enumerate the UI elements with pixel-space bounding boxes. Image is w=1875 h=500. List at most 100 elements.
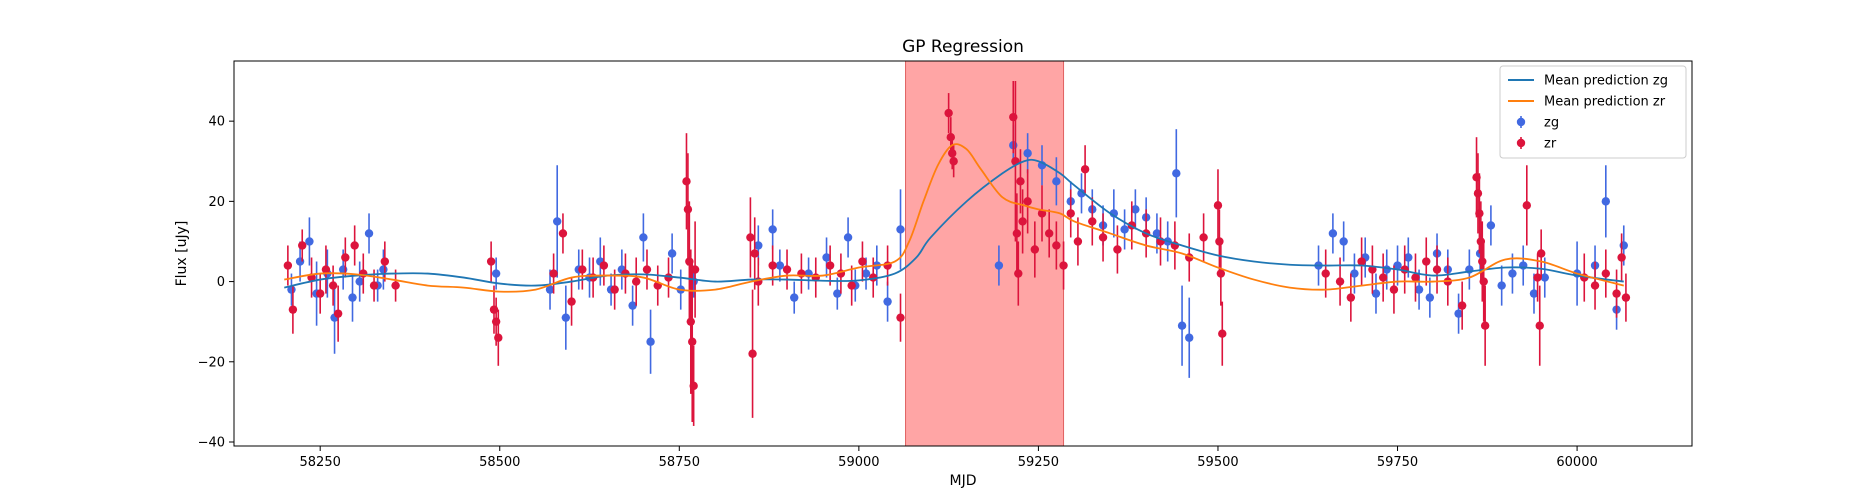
- data-point: [683, 205, 693, 214]
- highlight-band: [905, 60, 1065, 447]
- data-point: [843, 233, 853, 242]
- data-point: [1052, 241, 1061, 250]
- data-point: [1321, 269, 1330, 278]
- data-point: [283, 261, 293, 270]
- data-point: [1152, 229, 1162, 238]
- data-point: [628, 301, 637, 310]
- data-point: [1478, 257, 1487, 266]
- data-point: [1432, 265, 1442, 274]
- data-point: [379, 265, 388, 274]
- x-tick-label: 59000: [838, 455, 879, 470]
- data-point: [1077, 189, 1086, 198]
- series-mean-prediction-zg: [284, 158, 1624, 289]
- data-point: [321, 265, 331, 274]
- data-point: [896, 313, 905, 322]
- data-point: [348, 293, 357, 302]
- data-point: [1216, 269, 1226, 278]
- data-point: [1109, 209, 1119, 218]
- data-point: [1120, 225, 1129, 234]
- data-point: [688, 337, 697, 346]
- data-point: [1457, 301, 1467, 310]
- data-point: [1414, 285, 1424, 294]
- data-point: [1422, 257, 1431, 266]
- data-point: [1533, 273, 1542, 282]
- data-point: [1601, 197, 1611, 206]
- data-point: [858, 257, 867, 266]
- data-point: [1014, 269, 1023, 278]
- series-line: [284, 143, 1624, 293]
- data-point: [667, 249, 677, 258]
- data-point: [946, 132, 955, 142]
- data-point: [369, 281, 379, 290]
- plot-frame: [233, 60, 1693, 447]
- data-point: [1371, 289, 1381, 298]
- data-point: [1016, 177, 1025, 186]
- data-point: [1535, 321, 1544, 330]
- legend-entry: zr: [1516, 137, 1557, 152]
- data-point: [610, 285, 619, 294]
- data-point: [1098, 233, 1108, 242]
- data-point: [768, 261, 777, 270]
- data-point: [833, 289, 842, 298]
- data-point: [775, 261, 785, 270]
- data-point: [1113, 245, 1122, 254]
- data-point: [1131, 205, 1140, 214]
- legend-label: Mean prediction zg: [1544, 74, 1668, 89]
- data-point: [646, 337, 655, 346]
- legend-swatch-marker: [1516, 117, 1526, 127]
- data-point: [1018, 217, 1027, 226]
- data-point: [1023, 197, 1032, 206]
- legend-entry: Mean prediction zg: [1508, 74, 1668, 89]
- data-point: [1378, 273, 1388, 282]
- data-point: [686, 317, 695, 326]
- y-axis: −40 −20 0 20 40: [198, 115, 234, 450]
- data-point: [690, 265, 700, 274]
- data-point: [642, 265, 652, 274]
- data-point: [364, 229, 374, 238]
- data-point: [896, 225, 905, 234]
- data-point: [1044, 229, 1054, 238]
- data-point: [1411, 273, 1420, 282]
- data-point: [359, 269, 368, 278]
- x-axis: 58250 58500 58750 59000 59250 59500 59750 60000: [300, 446, 1598, 470]
- data-point: [1617, 253, 1626, 262]
- data-point: [1454, 309, 1463, 318]
- data-point: [682, 177, 691, 186]
- highlight-band-layer: [905, 60, 1065, 447]
- legend-label: zg: [1544, 116, 1559, 131]
- chart-title: GP Regression: [902, 37, 1024, 57]
- x-tick-label: 59250: [1018, 455, 1059, 470]
- data-point: [1335, 277, 1345, 286]
- data-point: [949, 157, 958, 166]
- data-point: [380, 257, 390, 266]
- data-point: [1508, 269, 1517, 278]
- data-point: [1073, 237, 1083, 246]
- data-point: [768, 225, 777, 234]
- data-point: [567, 297, 576, 306]
- data-point: [333, 309, 343, 318]
- data-point: [1339, 237, 1348, 246]
- x-tick-label: 60000: [1556, 455, 1597, 470]
- data-point: [790, 293, 799, 302]
- data-point: [1475, 209, 1484, 218]
- series-line: [284, 158, 1624, 289]
- x-tick-label: 59500: [1197, 455, 1238, 470]
- data-point: [391, 281, 400, 290]
- data-point: [754, 241, 763, 250]
- data-point: [1357, 257, 1366, 266]
- data-point: [825, 261, 835, 270]
- data-point: [1066, 209, 1075, 218]
- data-point: [341, 253, 350, 262]
- data-point: [486, 257, 496, 266]
- data-point: [1601, 269, 1611, 278]
- data-point: [1012, 229, 1022, 238]
- data-point: [1350, 269, 1359, 278]
- data-point: [782, 265, 792, 274]
- data-point: [1529, 289, 1539, 298]
- data-point: [944, 108, 953, 118]
- data-point: [750, 249, 759, 258]
- data-point: [883, 297, 892, 306]
- data-point: [822, 253, 831, 262]
- data-point: [746, 233, 755, 242]
- data-point: [1052, 177, 1061, 186]
